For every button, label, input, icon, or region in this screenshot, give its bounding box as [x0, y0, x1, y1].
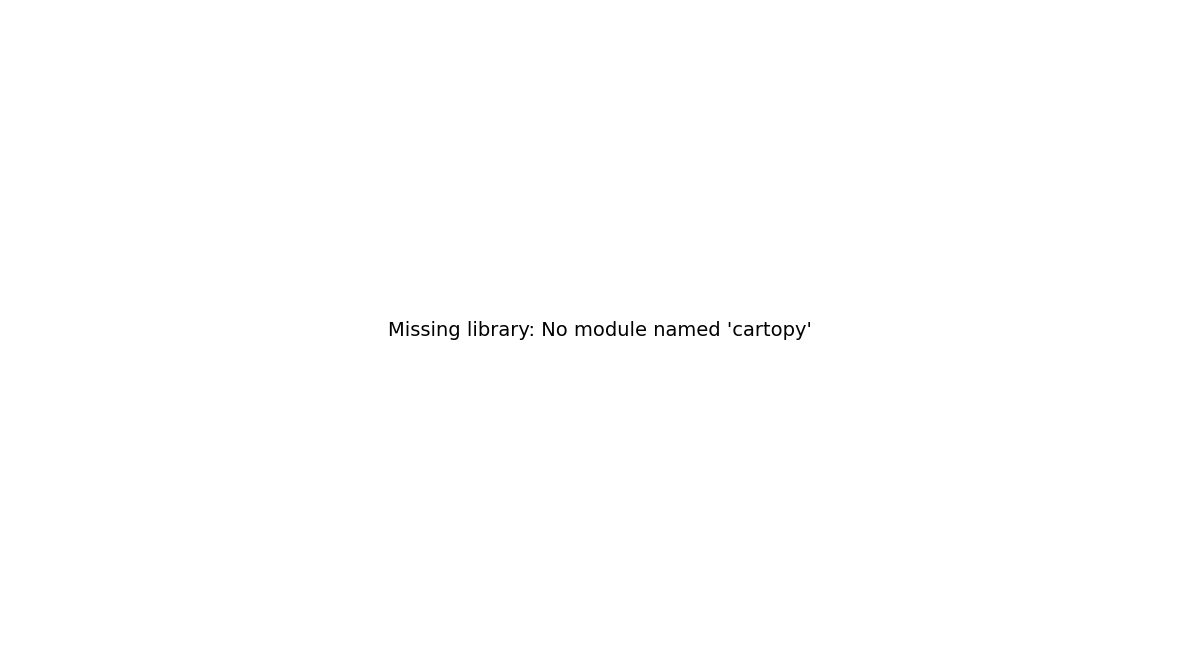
Text: Missing library: No module named 'cartopy': Missing library: No module named 'cartop… [388, 322, 812, 340]
